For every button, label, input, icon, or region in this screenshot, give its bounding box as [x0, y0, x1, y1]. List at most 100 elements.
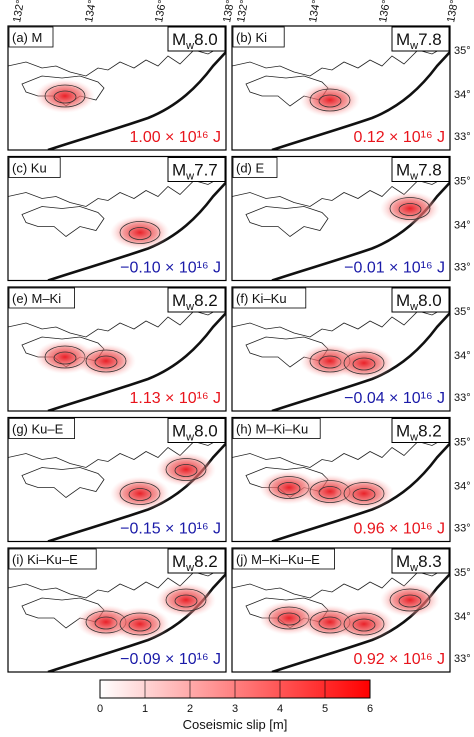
panel-frame	[7, 155, 227, 282]
slip-contour	[318, 94, 342, 108]
latitude-tick-label: 35°	[454, 45, 471, 57]
slip-contour	[174, 594, 198, 608]
latitude-tick-label: 35°	[454, 437, 471, 449]
magnitude-symbol: M	[396, 161, 410, 180]
map-panel: (e) M–Ki Mw8.2 1.13 × 10¹⁶ J	[7, 286, 227, 412]
magnitude-value: 8.2	[194, 291, 218, 310]
colorbar-tick-label: 1	[142, 703, 148, 715]
slip-patch	[156, 583, 216, 617]
panel-label: (e) M–Ki	[12, 291, 61, 306]
panel-frame	[231, 25, 451, 151]
magnitude-box	[391, 548, 450, 574]
map-panel: (g) Ku–E Mw8.0 −0.15 × 10¹⁶ J	[7, 416, 227, 543]
magnitude: Mw8.2	[172, 552, 218, 574]
latitude-tick-label: 34°	[454, 350, 471, 362]
magnitude-value: 8.3	[418, 552, 442, 571]
label-box	[232, 548, 335, 570]
magnitude-value: 8.2	[194, 552, 218, 571]
latitude-tick-label: 33°	[454, 131, 471, 143]
magnitude-box	[391, 418, 450, 443]
slip-contour	[119, 221, 161, 244]
slip-patch	[380, 191, 440, 226]
label-box	[8, 157, 61, 178]
slip-patch	[110, 476, 170, 511]
magnitude-box	[167, 418, 226, 443]
magnitude: Mw8.2	[396, 422, 442, 444]
panel-label: (h) M–Ki–Ku	[236, 422, 308, 437]
longitude-tick-label: 134°	[83, 0, 99, 24]
slip-patch	[110, 607, 170, 641]
magnitude-value: 7.8	[418, 161, 442, 180]
latitude-tick-label: 33°	[454, 653, 471, 665]
magnitude-symbol: M	[396, 422, 410, 441]
magnitude-value: 7.7	[194, 161, 218, 180]
magnitude: Mw7.7	[172, 161, 218, 183]
latitude-tick-label: 33°	[454, 523, 471, 535]
panel-label: (b) Ki	[236, 30, 267, 45]
latitude-tick-label: 33°	[454, 262, 471, 274]
slip-patch	[300, 83, 360, 117]
magnitude-box	[391, 287, 450, 313]
slip-contour	[352, 357, 376, 371]
magnitude-box	[167, 287, 226, 313]
magnitude: Mw7.8	[396, 161, 442, 183]
magnitude-box	[391, 26, 450, 52]
slip-patch	[334, 476, 394, 511]
panel-label: (d) E	[236, 161, 265, 176]
magnitude: Mw7.8	[396, 30, 442, 52]
magnitude-subscript: w	[409, 432, 418, 444]
latitude-tick-label: 35°	[454, 567, 471, 579]
longitude-tick-label: 138°	[221, 0, 237, 24]
magnitude-value: 8.2	[418, 422, 442, 441]
energy-change: −0.09 × 10¹⁶ J	[120, 651, 221, 668]
slip-contour	[128, 227, 152, 240]
panel-label: (a) M	[12, 30, 42, 45]
magnitude-box	[167, 157, 226, 182]
label-box	[232, 418, 321, 439]
label-box	[232, 157, 278, 178]
slip-contour	[44, 84, 86, 108]
panel-frame	[7, 547, 227, 673]
slip-patch	[334, 346, 394, 380]
energy-change: −0.15 × 10¹⁶ J	[120, 521, 221, 538]
magnitude: Mw8.2	[172, 291, 218, 313]
latitude-tick-label: 34°	[454, 611, 471, 623]
magnitude-subscript: w	[185, 40, 194, 52]
longitude-tick-label: 136°	[377, 0, 393, 24]
longitude-tick-label: 132°	[235, 0, 251, 24]
energy-change: −0.04 × 10¹⁶ J	[344, 390, 445, 407]
slip-contour	[352, 618, 376, 632]
colorbar-tick-label: 6	[367, 703, 373, 715]
colorbar-tick-label: 4	[277, 703, 283, 715]
slip-contour	[343, 612, 385, 636]
energy-change: −0.10 × 10¹⁶ J	[120, 260, 221, 277]
slip-contour	[398, 203, 422, 216]
panel-frame	[7, 416, 227, 543]
label-box	[232, 287, 307, 309]
label-box	[8, 548, 97, 570]
panel-frame	[7, 286, 227, 412]
magnitude-box	[391, 157, 450, 182]
slip-contour	[119, 482, 161, 505]
label-box	[8, 26, 54, 48]
longitude-tick-label: 134°	[307, 0, 323, 24]
latitude-tick-label: 35°	[454, 306, 471, 318]
slip-patch	[156, 452, 216, 487]
latitude-tick-label: 33°	[454, 392, 471, 404]
latitude-tick-label: 34°	[454, 220, 471, 232]
label-box	[8, 418, 75, 439]
slip-patch	[35, 79, 95, 113]
map-panel: (d) E Mw7.8 −0.01 × 10¹⁶ J 35° 34° 33°	[231, 155, 471, 282]
slip-contour	[94, 355, 118, 369]
magnitude-subscript: w	[185, 432, 194, 444]
map-panel: (b) Ki Mw7.8 0.12 × 10¹⁶ J 132° 134° 136° 138°…	[231, 0, 471, 151]
slip-patch	[76, 344, 136, 378]
slip-contour	[119, 612, 161, 636]
slip-contour	[174, 464, 198, 477]
slip-contour	[352, 488, 376, 501]
magnitude-subscript: w	[409, 40, 418, 52]
longitude-tick-label: 138°	[445, 0, 461, 24]
magnitude-subscript: w	[185, 171, 194, 183]
panel-label: (j) M–Ki–Ku–E	[236, 552, 320, 567]
